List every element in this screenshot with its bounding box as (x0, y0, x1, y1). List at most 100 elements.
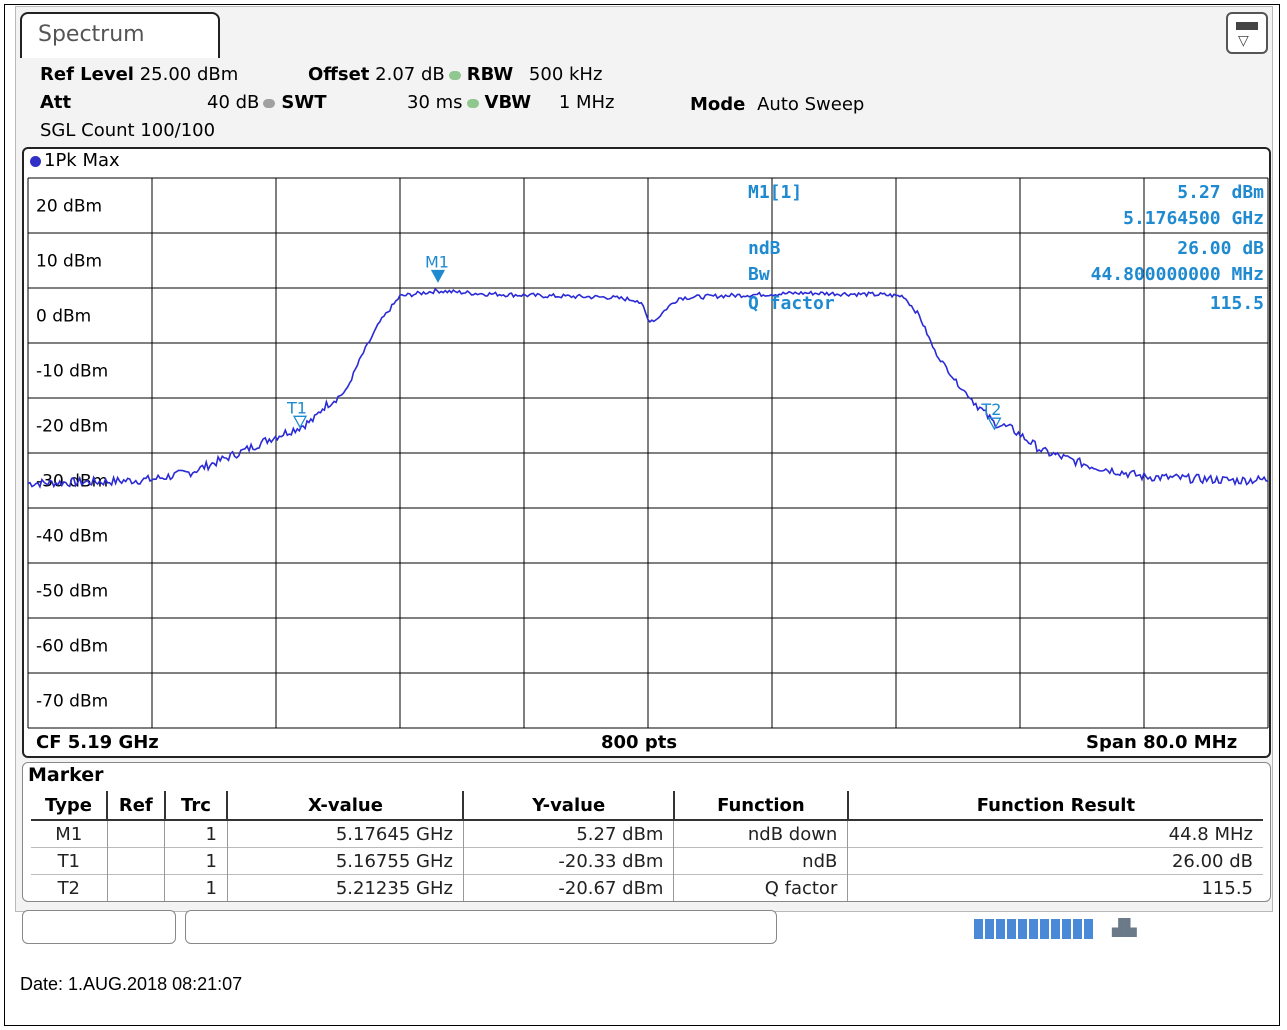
readout-label: M1[1] (748, 182, 802, 203)
trace-label: 1Pk Max (30, 150, 120, 171)
sgl-count-text: SGL Count 100/100 (40, 120, 216, 141)
progress-segment (1084, 919, 1093, 939)
table-row: M1 1 5.17645 GHz 5.27 dBm ndB down 44.8 MHz (31, 819, 1263, 848)
readout-value: 5.27 dBm (1177, 182, 1264, 203)
table-cell (106, 819, 165, 848)
swt-value: 30 ms (407, 92, 463, 113)
y-tick-label: 10 dBm (36, 252, 102, 272)
trace-indicator-icon (30, 156, 41, 167)
offset-label: Offset (308, 64, 370, 85)
progress-segment (1051, 919, 1060, 939)
table-cell: Q factor (673, 874, 848, 901)
status-field-left (22, 910, 176, 944)
table-row: T2 1 5.21235 GHz -20.67 dBm Q factor 115.5 (31, 874, 1263, 901)
swt-label: SWT (281, 92, 327, 113)
y-tick-label: 20 dBm (36, 197, 102, 217)
progress-segment (1007, 919, 1016, 939)
column-header[interactable]: Trc (163, 791, 228, 821)
table-cell: 5.17645 GHz (226, 819, 464, 848)
marker-table-title: Marker (28, 764, 104, 786)
display-config-icon-bar (1236, 22, 1258, 30)
marker-m1-icon (430, 269, 446, 283)
trace-line (27, 287, 1269, 489)
y-tick-label: -30 dBm (36, 472, 108, 492)
progress-segment (1062, 919, 1071, 939)
progress-segment (1018, 919, 1027, 939)
column-header[interactable]: Type (31, 791, 108, 821)
y-tick-label: -70 dBm (36, 692, 108, 712)
table-cell: -20.33 dBm (462, 847, 674, 875)
y-tick-label: -10 dBm (36, 362, 108, 382)
status-dot-icon (466, 98, 479, 108)
table-cell: ndB down (673, 819, 848, 848)
column-header[interactable]: Y-value (462, 791, 674, 821)
table-cell: 5.16755 GHz (226, 847, 464, 875)
column-header[interactable]: Ref (106, 791, 165, 821)
center-frequency-label: CF 5.19 GHz (36, 732, 159, 753)
y-tick-label: -60 dBm (36, 637, 108, 657)
activity-icon: ▟▙ (1112, 918, 1137, 937)
mode-label: Mode (690, 94, 746, 115)
y-tick-label: -20 dBm (36, 417, 108, 437)
table-cell (106, 874, 165, 901)
readout-value: 5.1764500 GHz (1123, 208, 1264, 229)
tab-spectrum[interactable]: Spectrum (20, 12, 220, 58)
status-message-field (185, 910, 777, 944)
ref-level-setting: Ref Level 25.00 dBm (40, 64, 238, 85)
progress-segment (1040, 919, 1049, 939)
column-header[interactable]: Function (672, 791, 848, 821)
table-cell (106, 847, 165, 875)
marker-t2-icon (987, 417, 1002, 431)
chart-markers: M1 T1 T2 (286, 253, 1002, 431)
y-tick-label: -40 dBm (36, 527, 108, 547)
swt-vbw-setting: 30 ms VBW 1 MHz (407, 92, 615, 113)
y-axis-ticks: 20 dBm 10 dBm 0 dBm -10 dBm -20 dBm -30 dBm -4… (36, 197, 108, 712)
mode-setting: Mode Auto Sweep (690, 94, 864, 115)
progress-segment (996, 919, 1005, 939)
progress-segment (1029, 919, 1038, 939)
att-value: 40 dB (207, 92, 260, 113)
rbw-value: 500 kHz (528, 64, 603, 85)
chevron-down-icon: ▽ (1238, 33, 1249, 49)
y-tick-label: -50 dBm (36, 582, 108, 602)
marker-readout: M1[1] ndB Bw Q factor 5.27 dBm 5.1764500 GHz 2… (748, 182, 1264, 314)
sgl-count: SGL Count 100/100 (40, 120, 215, 141)
progress-segment (985, 919, 994, 939)
att-swt-setting: 40 dB SWT (207, 92, 327, 113)
ref-level-value: 25.00 dBm (139, 64, 239, 85)
status-dot-icon (263, 98, 276, 108)
rbw-label: RBW (466, 64, 514, 85)
marker-t1-icon (292, 415, 308, 429)
table-cell: 26.00 dB (847, 847, 1263, 875)
vbw-value: 1 MHz (558, 92, 615, 113)
display-config-icon[interactable]: ▽ (1226, 12, 1268, 54)
points-label: 800 pts (601, 732, 678, 753)
status-dot-icon (448, 70, 461, 80)
table-cell: 5.27 dBm (462, 819, 674, 848)
mode-value: Auto Sweep (757, 94, 865, 115)
column-header[interactable]: X-value (226, 791, 464, 821)
readout-value: 115.5 (1210, 293, 1264, 314)
y-tick-label: 0 dBm (36, 307, 91, 327)
progress-bar (974, 919, 1100, 939)
marker-table: Type Ref Trc X-value Y-value Function Function… (31, 791, 1263, 901)
readout-label: Bw (748, 264, 770, 285)
ref-level-label: Ref Level (40, 64, 134, 85)
trace-label-text: 1Pk Max (44, 150, 120, 171)
table-cell: 115.5 (847, 874, 1263, 901)
readout-label: ndB (748, 238, 781, 259)
offset-value: 2.07 dB (375, 64, 445, 85)
readout-value: 44.800000000 MHz (1091, 264, 1264, 285)
chart-grid (27, 177, 1269, 729)
table-cell: 1 (164, 847, 228, 875)
span-label: Span 80.0 MHz (1086, 732, 1238, 753)
column-header[interactable]: Function Result (846, 791, 1263, 821)
vbw-label: VBW (484, 92, 532, 113)
table-cell: -20.67 dBm (462, 874, 674, 901)
table-cell: 1 (164, 819, 228, 848)
marker-label: M1 (425, 253, 449, 272)
tab-spectrum-label: Spectrum (38, 22, 145, 47)
table-cell: M1 (31, 819, 108, 848)
progress-segment (974, 919, 983, 939)
